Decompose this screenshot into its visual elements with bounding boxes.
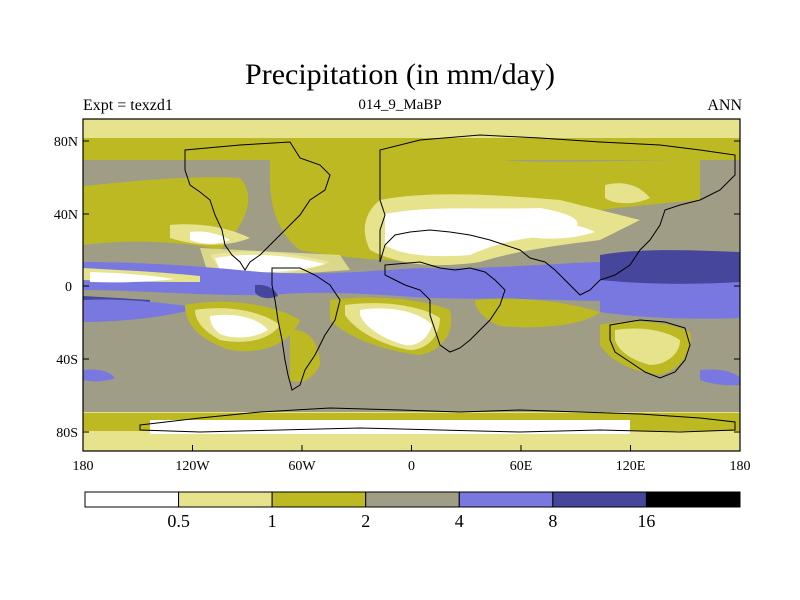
lon-tick-label: 0 (408, 459, 415, 474)
colorbar-label: 1 (268, 511, 277, 531)
colorbar-swatch (552, 491, 647, 508)
map-title: Precipitation (in mm/day) (245, 58, 555, 91)
season-label: ANN (707, 97, 742, 114)
lon-tick-label: 120W (175, 459, 210, 474)
colorbar-label: 2 (361, 511, 370, 531)
colorbar-swatch (84, 491, 180, 508)
lon-tick-label: 60E (510, 459, 533, 474)
lon-tick-label: 60W (288, 459, 316, 474)
lat-tick-label: 40S (56, 353, 78, 368)
experiment-label: Expt = texzd1 (83, 97, 173, 114)
colorbar-label: 4 (455, 511, 464, 531)
latitude-axis: 80N 40N 0 40S 80S (54, 135, 740, 441)
precipitation-field (83, 119, 740, 451)
colorbar-swatch (271, 491, 367, 508)
lat-tick-label: 80N (54, 135, 78, 150)
colorbar-label: 0.5 (167, 511, 190, 531)
coastlines (139, 134, 736, 433)
colorbar-swatch (645, 491, 741, 508)
colorbar-label: 16 (637, 511, 655, 531)
lat-tick-label: 80S (56, 426, 78, 441)
colorbar-label: 8 (548, 511, 557, 531)
colorbar: 0.5 1 2 4 8 16 (84, 491, 741, 531)
period-label: 014_9_MaBP (358, 97, 442, 113)
lon-tick-label: 120E (616, 459, 646, 474)
lat-tick-label: 40N (54, 208, 78, 223)
lon-tick-label: 180 (73, 459, 94, 474)
colorbar-swatch (458, 491, 554, 508)
colorbar-swatch (365, 491, 460, 508)
colorbar-swatch (178, 491, 273, 508)
lon-tick-label: 180 (730, 459, 751, 474)
lat-tick-label: 0 (65, 280, 72, 295)
longitude-axis: 180 120W 60W 0 60E 120E 180 (73, 445, 751, 474)
